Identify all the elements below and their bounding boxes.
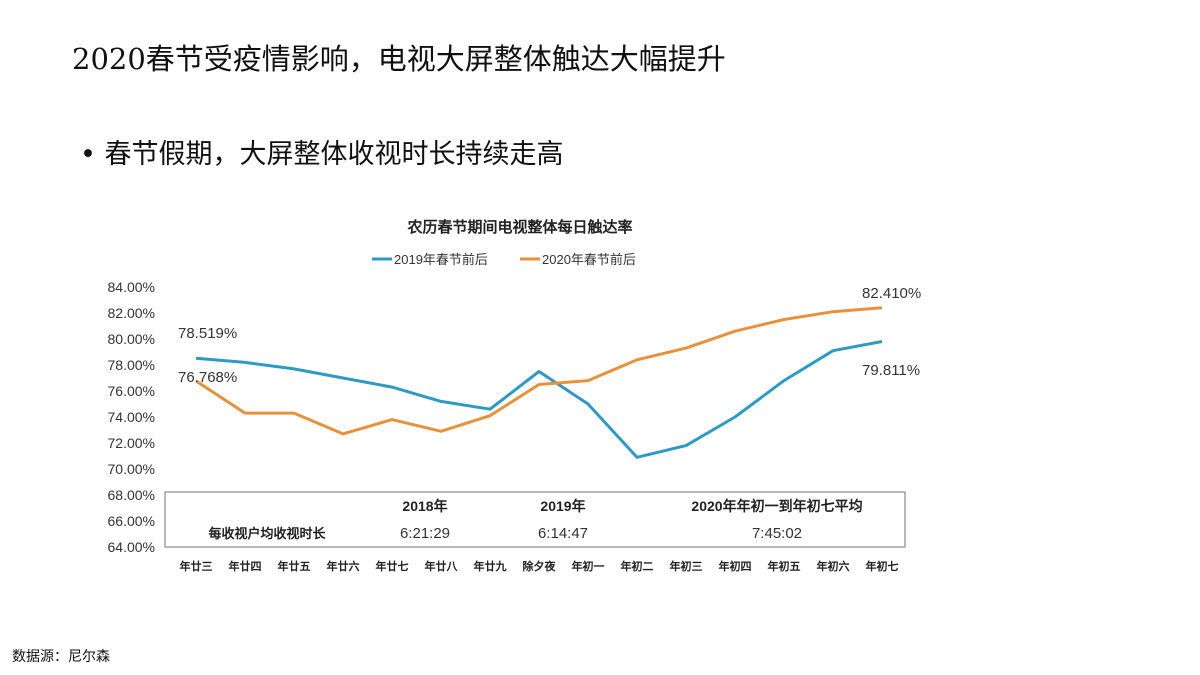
y-tick-label: 76.00% <box>108 383 155 399</box>
y-tick-label: 82.00% <box>108 305 155 321</box>
x-tick-label: 除夕夜 <box>523 559 557 573</box>
data-table-box <box>164 491 906 548</box>
table-header-2020: 2020年年初一到年初七平均 <box>691 498 862 514</box>
annotation-2019-last: 79.811% <box>862 362 920 379</box>
x-tick-label: 年廿三 <box>180 559 213 573</box>
x-tick-label: 年廿九 <box>474 559 507 573</box>
table-value-2019: 6:14:47 <box>538 525 588 542</box>
annotation-2019-first: 78.519% <box>178 325 237 342</box>
x-tick-label: 年廿四 <box>229 559 262 573</box>
table-header-2018: 2018年 <box>402 498 447 514</box>
table-value-2018: 6:21:29 <box>400 525 450 542</box>
y-tick-label: 64.00% <box>108 539 155 555</box>
y-tick-label: 68.00% <box>108 487 155 503</box>
legend-label-2019: 2019年春节前后 <box>394 252 488 267</box>
table-header-2019: 2019年 <box>540 498 585 514</box>
x-tick-label: 年初二 <box>621 559 654 573</box>
x-tick-label: 年廿七 <box>376 559 409 573</box>
chart-title: 农历春节期间电视整体每日触达率 <box>406 218 632 236</box>
y-tick-label: 66.00% <box>108 513 155 529</box>
y-tick-label: 74.00% <box>108 409 155 425</box>
x-tick-label: 年廿五 <box>278 559 311 573</box>
x-tick-label: 年初三 <box>670 559 703 573</box>
y-tick-label: 72.00% <box>108 435 155 451</box>
annotation-2020-first: 76.768% <box>178 369 237 386</box>
y-tick-label: 70.00% <box>108 461 155 477</box>
x-tick-label: 年初七 <box>866 559 899 573</box>
legend-label-2020: 2020年春节前后 <box>542 252 636 267</box>
y-tick-label: 78.00% <box>108 357 155 373</box>
x-tick-label: 年初四 <box>719 559 752 573</box>
x-tick-label: 年初一 <box>572 559 605 573</box>
slide-title: 2020春节受疫情影响，电视大屏整体触达大幅提升 <box>72 42 726 76</box>
annotation-2020-last: 82.410% <box>862 285 921 302</box>
bullet-text: • 春节假期，大屏整体收视时长持续走高 <box>80 139 564 170</box>
x-tick-label: 年廿八 <box>425 559 459 573</box>
series-line-2019 <box>195 340 883 459</box>
x-tick-label: 年初五 <box>768 559 801 573</box>
source-note: 数据源：尼尔森 <box>12 649 110 665</box>
x-tick-label: 年廿六 <box>327 559 360 573</box>
table-row-label: 每收视户均收视时长 <box>208 526 326 541</box>
y-tick-label: 84.00% <box>108 279 155 295</box>
x-tick-label: 年初六 <box>817 559 850 573</box>
table-value-2020: 7:45:02 <box>752 525 802 542</box>
y-tick-label: 80.00% <box>108 331 155 347</box>
